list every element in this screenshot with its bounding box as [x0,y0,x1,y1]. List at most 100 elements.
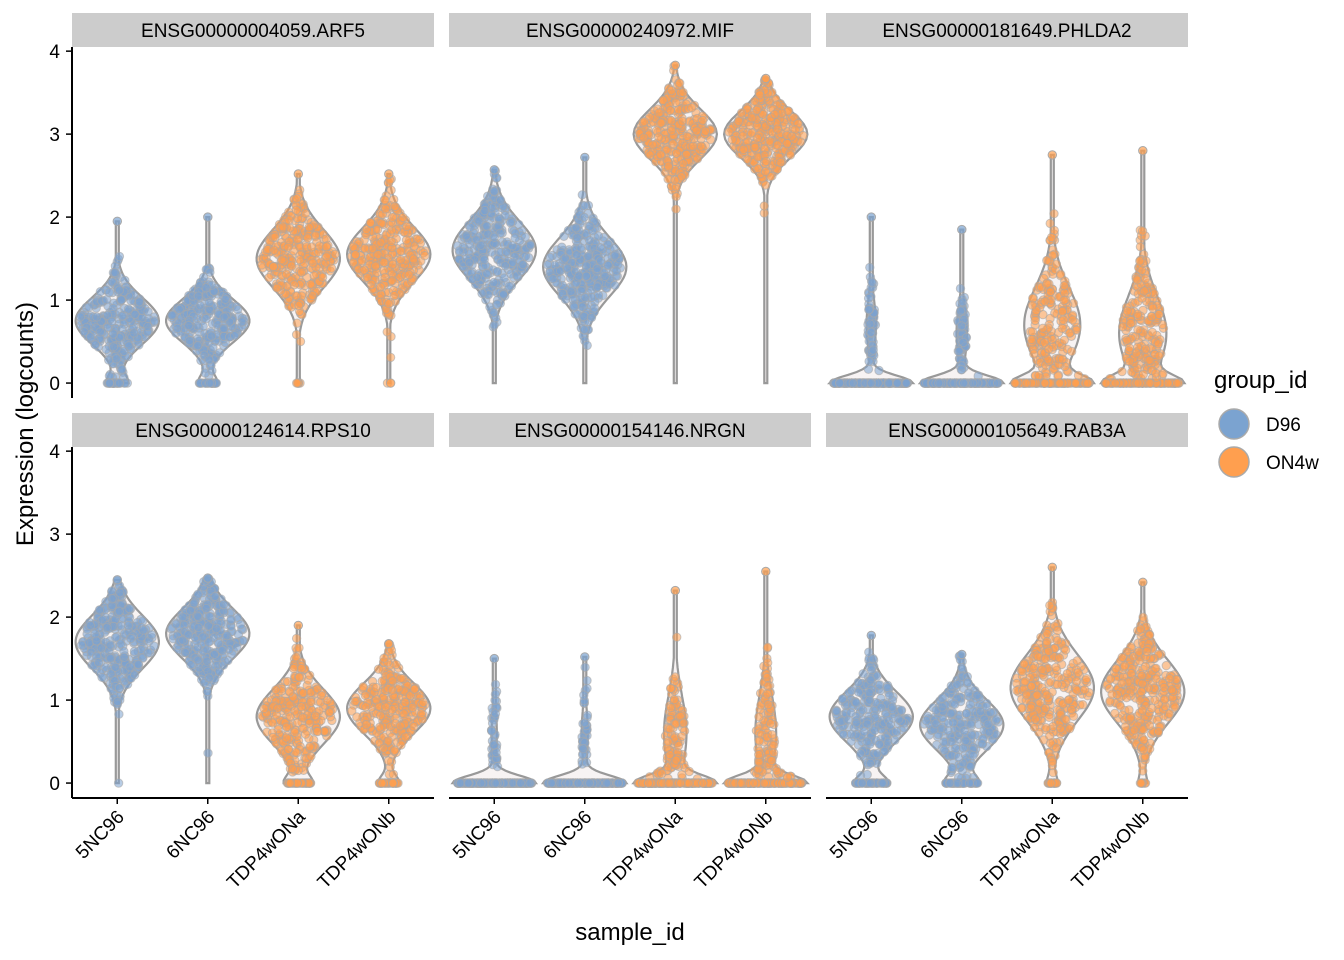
point-mif-5nc96 [465,222,475,233]
point-rps10-6nc96 [210,591,220,601]
point-phlda2-tdp4wona [1046,232,1057,243]
points-rps10-tdp4wona [257,620,338,788]
point-phlda2-tdp4wona [1067,346,1077,357]
points-arf5-6nc96 [167,212,250,388]
point-mif-5nc96 [482,221,492,231]
point-mif-5nc96 [514,219,524,230]
point-rps10-5nc96 [129,646,140,657]
point-arf5-tdp4wonb [381,204,391,214]
point-arf5-tdp4wona [304,222,314,233]
point-mif-tdp4wona [692,154,703,164]
point-rps10-tdp4wona [294,672,305,682]
point-arf5-tdp4wonb [380,272,390,283]
point-rps10-6nc96 [178,635,188,645]
point-mif-6nc96 [589,303,600,313]
point-mif-tdp4wona [671,97,681,108]
point-arf5-5nc96 [110,267,120,278]
point-mif-tdp4wona [682,131,692,142]
point-rps10-5nc96 [124,603,135,614]
point-arf5-5nc96 [108,329,119,339]
point-mif-tdp4wonb [772,124,783,134]
point-arf5-6nc96 [208,342,218,353]
point-rps10-6nc96 [223,655,233,666]
point-phlda2-tdp4wona [1038,323,1048,333]
point-phlda2-tdp4wonb [1133,325,1143,335]
point-mif-5nc96 [489,232,499,242]
point-mif-6nc96 [611,266,622,276]
point-mif-6nc96 [548,274,558,284]
point-phlda2-5nc96 [865,262,875,273]
point-rps10-tdp4wona [300,729,311,739]
point-max-rps10-6nc96 [203,573,213,583]
point-phlda2-tdp4wona [1030,315,1040,326]
point-phlda2-tdp4wonb [1135,242,1146,252]
point-phlda2-6nc96 [956,321,967,331]
point-phlda2-6nc96 [968,378,978,388]
point-arf5-5nc96 [130,309,140,320]
point-arf5-tdp4wona [303,233,313,243]
point-phlda2-tdp4wonb [1140,344,1151,354]
point-rps10-6nc96 [211,623,222,634]
point-rps10-5nc96 [114,606,124,617]
point-mif-5nc96 [479,255,489,265]
point-arf5-tdp4wonb [380,195,390,205]
point-mif-tdp4wonb [776,157,786,168]
point-mif-tdp4wonb [753,163,763,174]
point-mif-5nc96 [476,240,486,251]
point-arf5-6nc96 [184,320,194,331]
point-mif-5nc96 [505,218,516,228]
point-mif-tdp4wona [656,118,666,128]
point-arf5-6nc96 [229,331,240,341]
point-rps10-5nc96 [112,696,123,707]
point-rps10-tdp4wona [283,744,294,755]
point-arf5-6nc96 [219,312,229,322]
point-arf5-5nc96 [114,251,125,262]
point-rps10-tdp4wona [324,707,335,718]
point-phlda2-tdp4wona [1058,315,1069,325]
point-max-phlda2-tdp4wonb [1138,146,1148,156]
point-mif-tdp4wona [665,105,675,116]
point-arf5-5nc96 [143,307,153,317]
point-arf5-5nc96 [111,354,122,364]
point-phlda2-tdp4wonb [1122,335,1132,345]
point-max-arf5-6nc96 [203,212,213,222]
point-rps10-5nc96 [126,633,136,644]
point-rps10-6nc96 [226,614,236,625]
point-mif-tdp4wonb [761,156,771,167]
point-arf5-tdp4wonb [360,243,370,254]
point-phlda2-tdp4wonb [1151,368,1161,378]
points-arf5-5nc96 [75,216,160,388]
point-rps10-5nc96 [113,778,124,788]
point-mif-tdp4wonb [782,138,792,149]
points-rps10-tdp4wonb [347,639,430,788]
point-rps10-tdp4wona [259,703,269,714]
point-mif-6nc96 [596,256,606,266]
point-phlda2-tdp4wonb [1140,274,1151,284]
point-mif-6nc96 [577,190,587,200]
point-phlda2-tdp4wona [1042,279,1052,289]
point-mif-6nc96 [582,340,592,351]
point-arf5-tdp4wona [330,249,340,260]
point-arf5-6nc96 [205,267,215,277]
point-rps10-tdp4wona [268,732,278,743]
point-arf5-tdp4wona [283,242,293,253]
point-phlda2-6nc96 [955,283,966,294]
point-mif-tdp4wona [666,116,676,126]
point-mif-tdp4wona [654,132,664,142]
point-max-mif-6nc96 [580,152,590,163]
panel-title-rps10: ENSG00000124614.RPS10 [135,421,371,442]
point-arf5-6nc96 [195,300,205,311]
point-rps10-tdp4wona [298,713,308,723]
point-mif-tdp4wona [670,175,680,185]
panel-strip-arf5 [72,13,434,47]
point-mif-6nc96 [583,251,593,261]
point-mif-5nc96 [464,257,474,268]
point-mif-tdp4wona [698,115,708,126]
point-phlda2-tdp4wona [1057,354,1067,364]
point-arf5-tdp4wona [294,300,304,311]
point-arf5-tdp4wona [269,245,279,255]
point-arf5-tdp4wonb [385,378,396,388]
point-arf5-5nc96 [119,346,129,357]
point-phlda2-tdp4wona [1027,300,1037,310]
point-arf5-tdp4wonb [387,259,398,269]
